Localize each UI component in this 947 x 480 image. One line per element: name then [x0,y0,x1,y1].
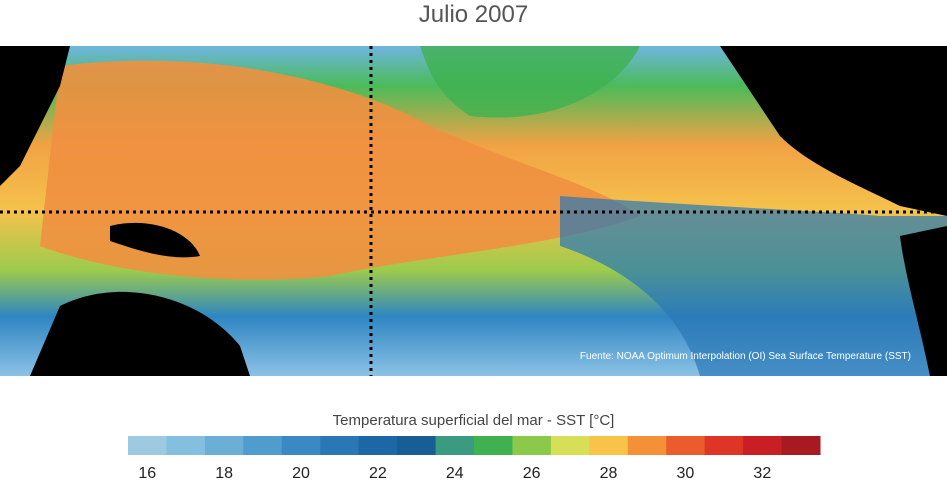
colorbar-tick-label: 26 [523,465,541,480]
colorbar-tick-label: 24 [446,465,464,480]
colorbar-tick-label: 32 [753,465,771,480]
north-cool-band [420,46,640,118]
cold-tongue [560,196,947,376]
colorbar-tick-label: 18 [215,465,233,480]
colorbar-title: Temperatura superficial del mar - SST [°… [332,412,615,429]
colorbar-bin [281,436,321,455]
colorbar-bin [550,436,590,455]
colorbar-bin [397,436,437,455]
colorbar-bin [204,436,244,455]
colorbar-bin [128,436,167,455]
colorbar-bin [512,436,552,455]
colorbar-bin [435,436,475,455]
colorbar-tick-label: 16 [138,465,156,480]
colorbar: 16 18 20 22 24 26 28 30 32 [128,436,821,480]
colorbar-bin [320,436,360,455]
colorbar-tick-label: 20 [292,465,310,480]
colorbar-tick-label: 22 [369,465,387,480]
colorbar-bin [474,436,513,455]
colorbar-bin [243,436,283,455]
colorbar-bin [358,436,398,455]
land-australia [30,291,250,376]
colorbar-bin [627,436,667,455]
source-caption: Fuente: NOAA Optimum Interpolation (OI) … [579,351,911,362]
colorbar-bin [589,436,629,455]
map-title: Julio 2007 [418,1,529,28]
land-new-guinea [110,222,200,258]
colorbar-bin [166,436,206,455]
colorbar-bin [666,436,706,455]
colorbar-tick-label: 28 [600,465,618,480]
warm-pool [40,60,640,280]
land-north-america [720,46,947,216]
sst-map [0,46,947,376]
colorbar-bin [704,436,744,455]
colorbar-bin [781,436,821,455]
colorbar-tick-label: 30 [677,465,695,480]
land-asia [0,46,70,186]
land-south-america [900,226,947,376]
colorbar-bin [743,436,783,455]
